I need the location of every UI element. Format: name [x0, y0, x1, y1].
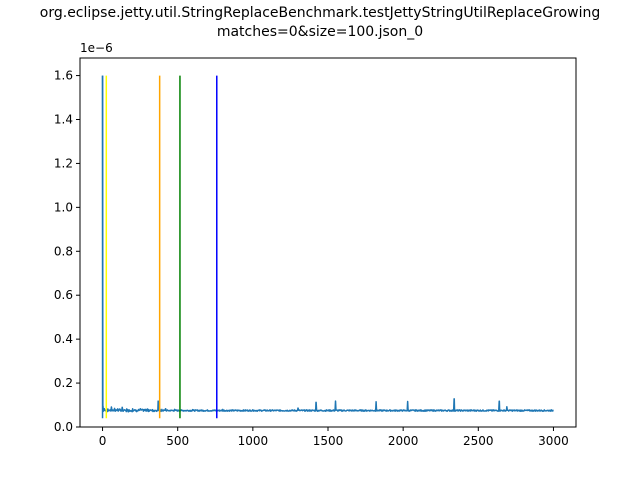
x-tick-label-3: 1500 [313, 434, 344, 448]
plot-area: 0 500 1000 1500 2000 2500 3000 0.0 0.2 0.4 0.6 0.8 1… [54, 57, 577, 448]
x-tick-label-1: 500 [166, 434, 189, 448]
y-tick-label-6: 1.2 [54, 156, 73, 170]
series-line-0 [101, 75, 555, 413]
x-tick-label-4: 2000 [388, 434, 419, 448]
chart-title-line-2: matches=0&size=100.json_0 [217, 24, 423, 40]
y-tick-label-5: 1.0 [54, 200, 73, 214]
x-tick-label-5: 2500 [463, 434, 494, 448]
y-tick-label-0: 0.0 [54, 420, 73, 434]
x-tick-label-2: 1000 [238, 434, 269, 448]
y-tick-label-7: 1.4 [54, 113, 73, 127]
y-offset-label: 1e−6 [80, 41, 113, 55]
y-tick-label-3: 0.6 [54, 288, 73, 302]
y-tick-label-4: 0.8 [54, 244, 73, 258]
y-tick-label-2: 0.4 [54, 332, 73, 346]
x-tick-label-6: 3000 [538, 434, 569, 448]
y-tick-label-8: 1.6 [54, 69, 73, 83]
y-tick-label-1: 0.2 [54, 376, 73, 390]
chart-title-line-1: org.eclipse.jetty.util.StringReplaceBenc… [40, 5, 600, 21]
axes-frame [79, 57, 577, 428]
x-tick-label-0: 0 [99, 434, 107, 448]
